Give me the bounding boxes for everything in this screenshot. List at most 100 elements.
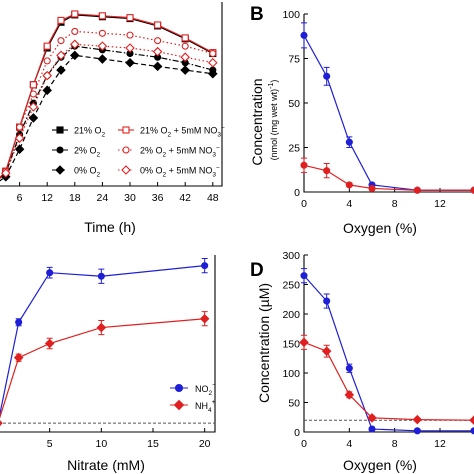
series-line [0,265,205,417]
panel-c-legend: NO2− NH4+ [170,382,216,414]
data-point [71,27,79,35]
panel-b-x-axis-label: Oxygen (%) [343,220,417,236]
legend-label: 0% O2 + 5mM NO3− [140,165,220,179]
data-point [154,21,162,29]
x-tick-label: 8 [392,198,398,210]
data-point [28,102,39,112]
legend-marker [173,399,185,411]
data-point [300,31,308,39]
data-point [71,10,79,18]
data-point [413,186,421,194]
data-point [15,318,23,326]
panel-c-line-chart: 5 10 15 20 NO2− NH4+ Nitrate (mM) [0,255,216,473]
panel-b-label: B [250,4,264,25]
x-tick-label: 30 [124,192,136,204]
data-point [300,161,308,169]
data-point [345,181,353,189]
x-tick-label: 15 [147,438,159,450]
data-point [28,113,39,123]
data-point [56,65,66,75]
data-point [98,12,106,20]
data-point [181,34,189,42]
y-tick-label: 75 [288,54,300,66]
x-tick-label: 12 [434,198,446,210]
panel-a-legend: 21% O2 21% O2 + 5mM NO3− 2% O2 2% O2 + 5mM … [52,125,225,179]
x-tick-label: 18 [69,192,81,204]
data-point [323,72,331,80]
panel-a-axes [0,2,223,187]
data-point [97,272,105,280]
y-tick-label: 50 [288,398,300,410]
data-point [209,49,217,58]
x-tick-label: 4 [346,198,352,210]
data-point [46,269,54,277]
panel-d-axes [303,255,474,433]
data-point [180,65,190,75]
data-point [470,427,474,435]
data-point [56,50,66,61]
panel-b-line-chart: B 0 4 8 12 0 25 50 75 100 Oxygen (%) Concentrati… [249,4,474,236]
data-point [126,31,134,39]
data-point [208,68,218,79]
panel-b-axes [303,14,474,193]
data-point [208,57,218,68]
panel-a-x-axis-label: Time (h) [84,219,136,235]
data-point [323,297,331,305]
x-tick-label: 5 [47,438,53,450]
data-point [300,272,308,280]
legend-label: 21% O2 [74,126,106,139]
legend-label: 2% O2 [74,146,101,159]
panel-a-line-chart: 6 12 18 24 30 36 42 48 21% O2 21% O2 + 5mM NO3−2… [0,2,225,235]
data-point [97,41,108,51]
data-point [345,364,353,372]
data-point [29,90,37,98]
legend-marker [56,146,64,154]
legend-marker [174,383,184,393]
data-point [16,123,24,131]
y-tick-label: 100 [282,9,300,21]
x-tick-label: 4 [346,438,352,450]
series-line [303,341,474,421]
legend-label: NO2− [195,382,216,397]
data-point [323,167,331,175]
x-tick-label: 12 [434,438,446,450]
series-line [303,164,474,191]
x-tick-label: 42 [179,192,191,204]
y-tick-label: 150 [282,339,300,351]
legend-label: 2% O2 + 5mM NO3− [140,145,220,159]
series-line [0,54,213,182]
y-tick-label: 250 [282,280,300,292]
x-tick-label: 0 [301,438,307,450]
data-point [43,57,51,65]
panel-c-x-axis-label: Nitrate (mM) [67,457,145,473]
x-tick-label: 20 [199,438,211,450]
data-point [1,168,11,178]
x-tick-label: 48 [207,192,219,204]
panel-b-y-axis-label: Concentration [249,78,265,165]
data-point [14,133,25,143]
data-point [13,352,24,363]
data-point [345,138,353,146]
data-point [469,415,474,425]
data-point [126,14,134,22]
y-tick-label: 300 [282,250,300,262]
panel-d-line-chart: D 0 4 8 12 0 50 100 150 200 250 300 Oxygen (%) Con… [250,250,474,473]
data-point [70,39,80,50]
panel-c-axes [0,255,216,433]
data-point [344,390,355,400]
series-line [303,275,474,432]
data-point [42,85,52,96]
data-point [44,338,55,349]
data-point [412,414,423,425]
legend-marker [55,165,65,175]
panel-b-y-axis-units: (nmol (mg wet wt)-1) [268,80,279,161]
legend-marker [122,146,130,154]
data-point [125,43,135,53]
data-point [180,52,190,62]
x-tick-label: 36 [152,192,164,204]
data-point [57,37,65,45]
data-point [367,413,377,423]
panel-d-y-axis-label: Concentration (µM) [256,283,272,403]
y-tick-label: 200 [282,309,300,321]
